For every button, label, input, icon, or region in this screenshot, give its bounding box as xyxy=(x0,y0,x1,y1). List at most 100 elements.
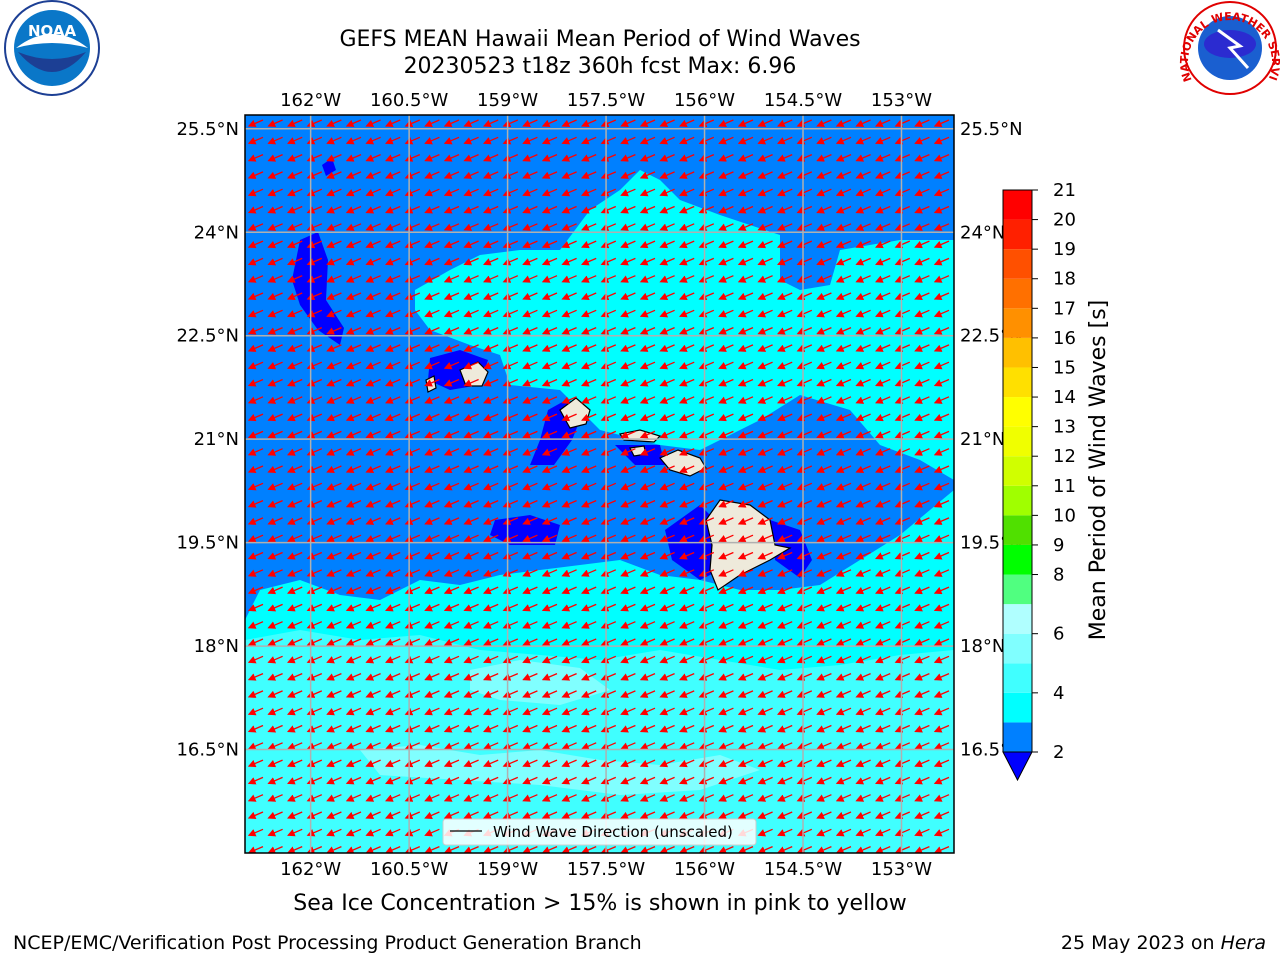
wind-arrow xyxy=(561,448,577,456)
wind-arrow xyxy=(561,309,577,318)
wind-arrow xyxy=(581,154,597,162)
wind-arrow xyxy=(933,361,950,370)
wind-arrow xyxy=(502,327,519,335)
wind-arrow xyxy=(502,361,519,370)
colorbar-tick-label: 6 xyxy=(1053,624,1064,645)
wind-arrow xyxy=(816,136,832,145)
wind-arrow xyxy=(463,257,479,266)
wind-arrow xyxy=(424,119,440,128)
wind-arrow xyxy=(894,292,911,301)
wind-arrow xyxy=(424,292,440,301)
wind-arrow xyxy=(639,292,656,301)
wind-arrow xyxy=(561,171,577,179)
wind-arrow xyxy=(365,396,381,404)
wind-arrow xyxy=(679,482,695,491)
lon-tick-label: 154.5°W xyxy=(764,859,843,880)
wind-arrow xyxy=(698,430,715,439)
wind-arrow xyxy=(816,396,832,404)
wind-arrow xyxy=(287,240,303,249)
wind-arrow xyxy=(365,154,381,162)
wind-arrow xyxy=(698,448,715,456)
wind-arrow xyxy=(443,327,460,335)
wind-arrow xyxy=(581,292,597,301)
wind-arrow xyxy=(875,154,891,162)
wind-arrow xyxy=(777,154,793,162)
wind-arrow xyxy=(424,327,440,335)
wind-arrow xyxy=(914,188,930,197)
wind-arrow xyxy=(424,188,440,197)
lat-tick-label: 24°N xyxy=(960,222,1005,243)
wind-arrow xyxy=(855,136,871,145)
wind-arrow xyxy=(581,275,597,283)
wind-arrow xyxy=(757,465,773,474)
lon-tick-label: 162°W xyxy=(280,859,341,880)
wind-arrow xyxy=(463,465,479,474)
wind-arrow xyxy=(659,292,675,301)
wind-arrow xyxy=(443,257,460,266)
wind-arrow xyxy=(541,223,558,231)
wind-arrow xyxy=(522,171,538,179)
wind-arrow xyxy=(894,396,911,404)
wind-arrow xyxy=(541,413,558,422)
wind-arrow xyxy=(835,327,852,335)
wind-arrow xyxy=(581,171,597,179)
wind-arrow xyxy=(875,465,891,474)
wind-arrow xyxy=(894,136,911,145)
wind-arrow xyxy=(659,171,675,179)
wind-arrow xyxy=(561,240,577,249)
footer-date-text: 25 May 2023 on xyxy=(1060,932,1221,954)
wind-arrow xyxy=(404,448,421,456)
wind-arrow xyxy=(620,171,636,179)
colorbar-segment xyxy=(1003,397,1032,427)
wind-arrow xyxy=(561,223,577,231)
wind-arrow xyxy=(933,205,950,214)
wind-arrow xyxy=(777,275,793,283)
wind-arrow xyxy=(365,205,381,214)
wind-arrow xyxy=(561,188,577,197)
wind-arrow xyxy=(345,396,362,404)
wind-arrow xyxy=(875,482,891,491)
lon-tick-label: 154.5°W xyxy=(764,90,843,111)
wind-arrow xyxy=(737,309,754,318)
wind-arrow xyxy=(502,344,519,352)
wind-arrow xyxy=(247,205,264,214)
wind-arrow xyxy=(679,344,695,352)
wind-arrow xyxy=(679,465,695,474)
colorbar-tick-label: 2 xyxy=(1053,742,1064,763)
wind-arrow xyxy=(404,378,421,387)
wind-arrow xyxy=(679,119,695,128)
wind-arrow xyxy=(718,448,734,456)
wind-arrow xyxy=(345,223,362,231)
wind-arrow xyxy=(659,465,675,474)
colorbar-segment xyxy=(1003,219,1032,250)
wind-arrow xyxy=(502,413,519,422)
wind-arrow xyxy=(345,205,362,214)
sea-ice-note: Sea Ice Concentration > 15% is shown in … xyxy=(293,891,907,916)
wind-arrow xyxy=(443,205,460,214)
wind-arrow xyxy=(247,413,264,422)
wind-arrow xyxy=(326,327,342,335)
wind-arrow xyxy=(600,396,617,404)
wind-arrow xyxy=(287,292,303,301)
wind-arrow xyxy=(424,171,440,179)
wind-arrow xyxy=(443,344,460,352)
wind-arrow xyxy=(894,448,911,456)
colorbar-tick-label: 10 xyxy=(1053,505,1076,526)
wind-arrow xyxy=(679,154,695,162)
wind-arrow xyxy=(835,240,852,249)
wind-arrow xyxy=(561,396,577,404)
wind-arrow xyxy=(639,188,656,197)
wind-arrow xyxy=(698,275,715,283)
wind-arrow xyxy=(894,119,911,128)
wind-arrow xyxy=(875,257,891,266)
field-under-8 xyxy=(322,158,336,176)
wind-arrow xyxy=(835,361,852,370)
wind-arrow xyxy=(522,413,538,422)
wind-arrow xyxy=(326,500,342,508)
wind-arrow xyxy=(639,344,656,352)
field-under-7 xyxy=(770,520,812,578)
wind-arrow xyxy=(679,257,695,266)
wind-arrow xyxy=(777,482,793,491)
colorbar-segment xyxy=(1003,604,1032,634)
wind-arrow xyxy=(914,344,930,352)
